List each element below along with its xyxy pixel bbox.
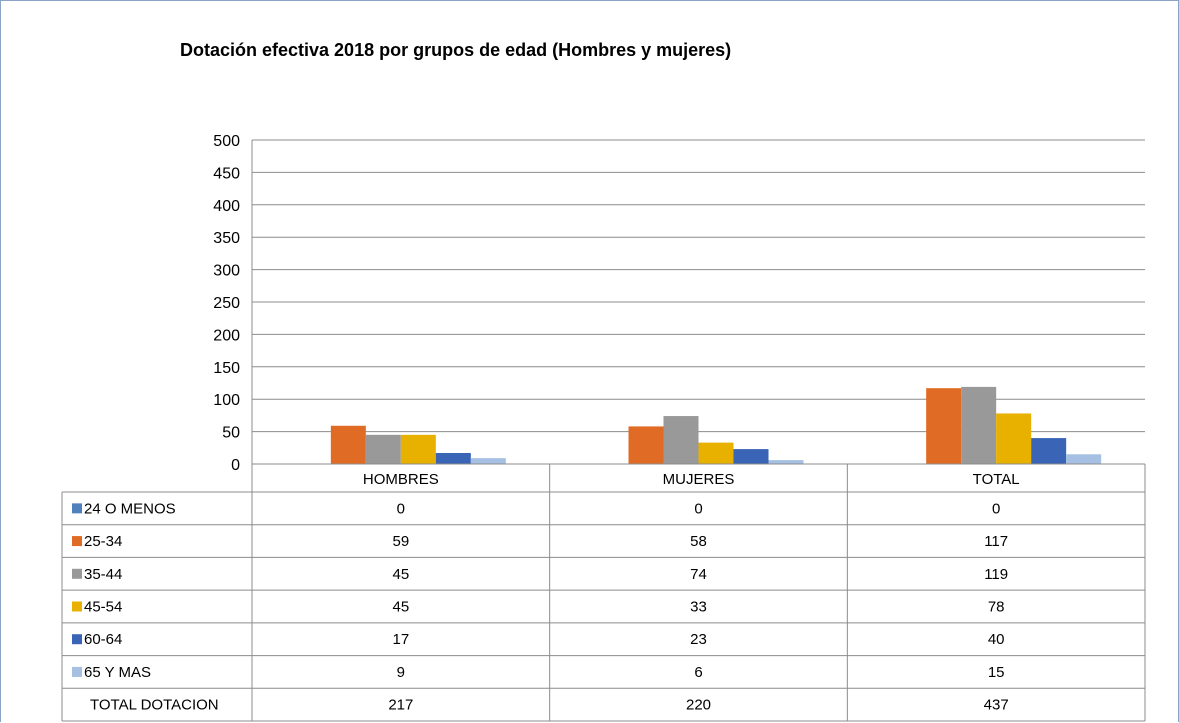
data-label: 117 (984, 533, 1008, 550)
y-tick-label: 150 (213, 360, 240, 377)
data-label: 0 (992, 500, 1000, 517)
legend-key (72, 536, 82, 547)
data-label: 23 (690, 631, 707, 648)
data-label: 15 (988, 664, 1005, 681)
data-label: 78 (988, 599, 1005, 616)
data-label: 119 (984, 566, 1008, 583)
data-label: 33 (690, 599, 707, 616)
data-label: 217 (388, 697, 413, 714)
bar (365, 434, 401, 464)
data-label: 45 (392, 599, 409, 616)
bar (435, 452, 471, 464)
data-label: 17 (392, 631, 409, 648)
y-tick-label: 0 (231, 457, 240, 474)
data-label: 58 (690, 533, 707, 550)
series-name: 24 O MENOS (84, 500, 176, 517)
series-name: TOTAL DOTACION (90, 697, 219, 714)
category-label: TOTAL (973, 471, 1020, 488)
legend-key (72, 666, 82, 677)
y-tick-label: 200 (213, 327, 240, 344)
y-tick-label: 500 (213, 133, 240, 150)
data-label: 0 (694, 500, 702, 517)
chart-title: Dotación efectiva 2018 por grupos de eda… (180, 40, 732, 60)
data-label: 9 (397, 664, 405, 681)
series-name: 60-64 (84, 631, 122, 648)
bar (663, 416, 699, 464)
y-tick-label: 300 (213, 263, 240, 280)
series-name: 25-34 (84, 533, 122, 550)
y-tick-label: 450 (213, 165, 240, 182)
bar (400, 434, 436, 464)
series-name: 65 Y MAS (84, 664, 151, 681)
data-label: 220 (686, 697, 711, 714)
y-tick-label: 100 (213, 392, 240, 409)
data-label: 74 (690, 566, 707, 583)
bar (698, 442, 734, 464)
category-label: MUJERES (663, 471, 735, 488)
data-label: 6 (694, 664, 702, 681)
series-name: 45-54 (84, 599, 122, 616)
data-label: 45 (392, 566, 409, 583)
bar (733, 449, 769, 464)
bar (628, 426, 664, 464)
bar (996, 413, 1032, 464)
bar (961, 386, 997, 464)
bar (768, 460, 804, 464)
data-label: 0 (397, 500, 405, 517)
bar (330, 425, 366, 464)
bar (470, 458, 506, 464)
y-tick-label: 250 (213, 295, 240, 312)
data-label: 40 (988, 631, 1005, 648)
bar (1066, 454, 1102, 464)
y-tick-label: 400 (213, 198, 240, 215)
legend-key (72, 568, 82, 579)
data-label: 59 (392, 533, 409, 550)
bar (926, 388, 962, 464)
legend-key (72, 634, 82, 645)
legend-key (72, 601, 82, 612)
data-label: 437 (984, 697, 1009, 714)
legend-key (72, 503, 82, 514)
bar (1031, 438, 1067, 464)
y-tick-label: 50 (222, 425, 240, 442)
y-tick-label: 350 (213, 230, 240, 247)
category-label: HOMBRES (363, 471, 439, 488)
series-name: 35-44 (84, 566, 122, 583)
